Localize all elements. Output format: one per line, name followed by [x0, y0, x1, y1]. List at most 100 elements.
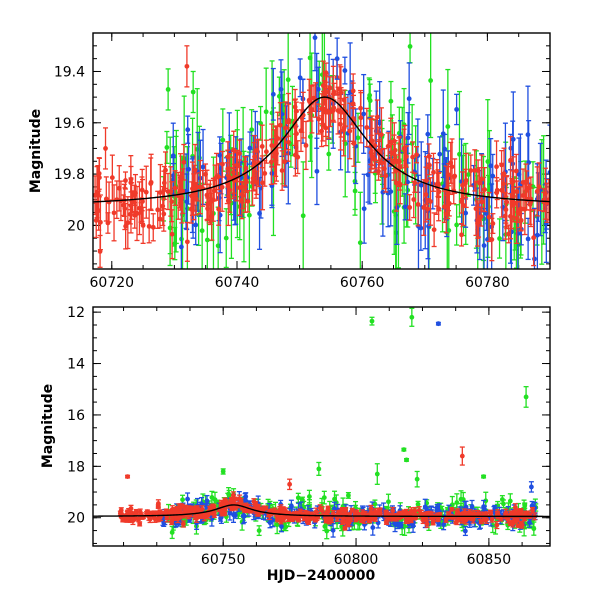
red-data-point	[279, 150, 285, 191]
x-tick-label: 60720	[90, 275, 135, 291]
red-data-point	[412, 172, 418, 193]
red-data-point	[105, 212, 111, 234]
red-data-point	[155, 510, 161, 516]
red-data-point	[222, 497, 228, 503]
top-panel-tick-labels: 60720 60740 60760 60780 19.4 19.6 19.8 20	[54, 64, 510, 291]
red-data-point	[338, 66, 344, 120]
red-data-point	[388, 117, 394, 167]
green-data-point	[499, 495, 505, 504]
red-data-point	[508, 135, 514, 185]
red-data-point	[339, 507, 345, 512]
red-data-point	[193, 514, 199, 523]
blue-data-point	[528, 481, 534, 493]
red-data-point	[161, 165, 167, 200]
red-data-point	[285, 122, 291, 162]
x-tick-label: 60760	[340, 275, 385, 291]
green-data-point	[316, 461, 322, 476]
blue-data-point	[483, 196, 489, 231]
blue-data-point	[185, 115, 191, 144]
red-data-point	[482, 166, 488, 213]
red-data-point	[275, 111, 281, 166]
bottom-panel-frame	[92, 306, 551, 547]
x-tick-label: 60780	[465, 275, 510, 291]
red-data-point	[446, 163, 452, 187]
red-data-point	[222, 509, 228, 517]
blue-data-point	[418, 141, 424, 230]
red-data-point	[148, 157, 154, 210]
red-data-point	[316, 103, 322, 135]
red-data-point	[134, 185, 140, 242]
red-data-point	[459, 223, 465, 247]
blue-data-point	[454, 93, 460, 126]
red-data-point	[306, 78, 312, 122]
green-data-point	[414, 470, 420, 488]
y-tick-label: 19.4	[54, 64, 85, 80]
red-data-point	[481, 517, 487, 523]
red-data-point	[452, 158, 458, 194]
blue-data-point	[342, 56, 348, 85]
red-data-point	[431, 212, 437, 248]
x-tick-label: 60800	[334, 552, 379, 568]
red-data-point	[303, 120, 309, 171]
green-data-point	[407, 33, 413, 64]
red-data-point	[269, 123, 275, 168]
green-data-point	[401, 447, 407, 453]
red-data-point	[93, 202, 99, 239]
red-data-point	[172, 170, 178, 206]
red-data-point	[282, 136, 288, 187]
red-data-point	[507, 520, 513, 527]
red-data-point	[183, 507, 189, 513]
red-data-point	[320, 60, 326, 111]
bottom-panel-ticks	[93, 307, 550, 546]
top-panel-model-curve	[93, 96, 550, 203]
red-data-point	[232, 496, 238, 502]
red-data-point	[468, 154, 474, 187]
red-data-point	[458, 189, 464, 214]
red-data-point	[140, 206, 146, 244]
red-data-point	[237, 494, 243, 503]
red-data-point	[385, 132, 391, 161]
red-data-point	[206, 183, 212, 224]
red-data-point	[155, 499, 161, 508]
red-data-point	[143, 165, 149, 219]
red-data-point	[239, 185, 245, 204]
y-tick-label: 20	[67, 511, 85, 527]
red-data-point	[430, 152, 436, 192]
red-data-point	[193, 506, 199, 512]
red-data-point	[396, 135, 402, 188]
red-data-point	[192, 143, 198, 197]
red-data-point	[341, 103, 347, 157]
red-data-point	[424, 155, 430, 206]
red-data-point	[342, 525, 348, 531]
blue-data-point	[361, 173, 367, 244]
red-data-point	[512, 503, 518, 512]
y-tick-label: 20	[67, 218, 85, 234]
red-data-point	[255, 503, 261, 510]
bottom-panel-tick-labels: 60750 60800 60850 12 14 16 18 20	[67, 305, 511, 568]
red-data-point	[358, 89, 364, 127]
red-data-point	[116, 165, 122, 212]
red-data-point	[180, 520, 186, 528]
red-data-point	[263, 139, 269, 164]
red-data-point	[494, 180, 500, 201]
red-data-point	[515, 201, 521, 224]
red-data-point	[349, 507, 355, 513]
blue-data-point	[402, 193, 408, 221]
red-data-point	[531, 209, 537, 267]
red-data-point	[453, 520, 459, 525]
blue-data-point	[185, 492, 191, 506]
red-data-point	[219, 162, 225, 212]
red-data-point	[426, 155, 432, 176]
red-data-point	[277, 102, 283, 149]
blue-data-point	[314, 137, 320, 206]
red-data-point	[335, 86, 341, 135]
red-data-point	[472, 149, 478, 192]
blue-data-point	[437, 136, 443, 173]
red-data-point	[403, 145, 409, 186]
red-data-point	[475, 200, 481, 247]
bottom-panel-data-points	[117, 307, 539, 540]
red-data-point	[136, 181, 142, 236]
green-data-point	[385, 493, 391, 510]
red-data-point	[281, 516, 287, 523]
